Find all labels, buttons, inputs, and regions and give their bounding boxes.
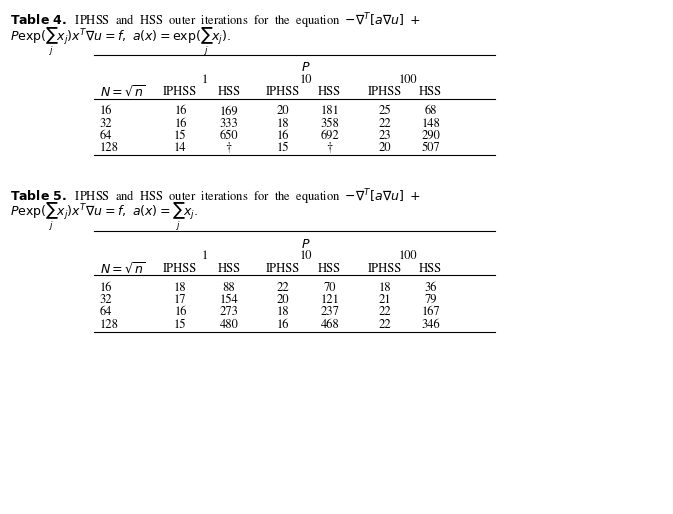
Text: 18: 18 bbox=[379, 282, 391, 293]
Text: 100: 100 bbox=[398, 75, 417, 86]
Text: 16: 16 bbox=[174, 307, 186, 318]
Text: 100: 100 bbox=[398, 251, 417, 262]
Text: 36: 36 bbox=[425, 282, 437, 293]
Text: 22: 22 bbox=[277, 282, 289, 293]
Text: HSS: HSS bbox=[217, 87, 240, 98]
Text: 290: 290 bbox=[421, 130, 440, 141]
Text: 167: 167 bbox=[421, 307, 440, 318]
Text: HSS: HSS bbox=[419, 87, 442, 98]
Text: 16: 16 bbox=[174, 106, 186, 117]
Text: 20: 20 bbox=[277, 295, 289, 306]
Text: 128: 128 bbox=[100, 319, 118, 331]
Text: †: † bbox=[326, 142, 333, 154]
Text: 128: 128 bbox=[100, 142, 118, 154]
Text: IPHSS: IPHSS bbox=[164, 263, 197, 274]
Text: 650: 650 bbox=[219, 130, 238, 141]
Text: 507: 507 bbox=[421, 142, 440, 154]
Text: 10: 10 bbox=[300, 75, 312, 86]
Text: $P$: $P$ bbox=[301, 61, 310, 75]
Text: 22: 22 bbox=[379, 319, 391, 331]
Text: 16: 16 bbox=[277, 130, 289, 141]
Text: 32: 32 bbox=[100, 118, 112, 130]
Text: 237: 237 bbox=[320, 307, 339, 318]
Text: HSS: HSS bbox=[318, 263, 341, 274]
Text: $N = \sqrt{n}$: $N = \sqrt{n}$ bbox=[100, 261, 145, 277]
Text: IPHSS: IPHSS bbox=[266, 87, 299, 98]
Text: $P$: $P$ bbox=[301, 237, 310, 251]
Text: 88: 88 bbox=[223, 282, 235, 293]
Text: 79: 79 bbox=[425, 295, 437, 306]
Text: 121: 121 bbox=[320, 295, 339, 306]
Text: 22: 22 bbox=[379, 307, 391, 318]
Text: IPHSS: IPHSS bbox=[164, 87, 197, 98]
Text: 346: 346 bbox=[421, 319, 440, 331]
Text: 64: 64 bbox=[100, 130, 112, 141]
Text: 23: 23 bbox=[379, 130, 391, 141]
Text: HSS: HSS bbox=[318, 87, 341, 98]
Text: †: † bbox=[225, 142, 232, 154]
Text: $\mathbf{Table\ 5.}$  IPHSS  and  HSS  outer  iterations  for  the  equation  $-: $\mathbf{Table\ 5.}$ IPHSS and HSS outer… bbox=[10, 187, 421, 207]
Text: 70: 70 bbox=[324, 282, 336, 293]
Text: $\mathbf{Table\ 4.}$  IPHSS  and  HSS  outer  iterations  for  the  equation  $-: $\mathbf{Table\ 4.}$ IPHSS and HSS outer… bbox=[10, 11, 421, 31]
Text: 480: 480 bbox=[219, 319, 238, 331]
Text: $P\exp(\sum_j x_j)x^T\nabla u = f,\ a(x) = \exp(\sum_j x_j).$: $P\exp(\sum_j x_j)x^T\nabla u = f,\ a(x)… bbox=[10, 26, 232, 58]
Text: 15: 15 bbox=[174, 130, 186, 141]
Text: 16: 16 bbox=[174, 118, 186, 130]
Text: IPHSS: IPHSS bbox=[266, 263, 299, 274]
Text: 148: 148 bbox=[421, 118, 440, 130]
Text: 18: 18 bbox=[277, 307, 289, 318]
Text: 20: 20 bbox=[277, 106, 289, 117]
Text: 273: 273 bbox=[219, 307, 238, 318]
Text: 18: 18 bbox=[277, 118, 289, 130]
Text: $N = \sqrt{n}$: $N = \sqrt{n}$ bbox=[100, 85, 145, 100]
Text: 20: 20 bbox=[379, 142, 391, 154]
Text: 468: 468 bbox=[320, 319, 339, 331]
Text: 181: 181 bbox=[320, 106, 339, 117]
Text: 21: 21 bbox=[379, 295, 391, 306]
Text: 16: 16 bbox=[100, 282, 112, 293]
Text: 692: 692 bbox=[320, 130, 339, 141]
Text: 68: 68 bbox=[425, 106, 437, 117]
Text: 358: 358 bbox=[320, 118, 339, 130]
Text: 1: 1 bbox=[201, 251, 208, 262]
Text: $P\exp(\sum_j x_j)x^T\nabla u = f,\ a(x) = \sum_j x_j.$: $P\exp(\sum_j x_j)x^T\nabla u = f,\ a(x)… bbox=[10, 201, 199, 233]
Text: 10: 10 bbox=[300, 251, 312, 262]
Text: 1: 1 bbox=[201, 75, 208, 86]
Text: 14: 14 bbox=[174, 142, 186, 154]
Text: 169: 169 bbox=[219, 106, 238, 117]
Text: IPHSS: IPHSS bbox=[368, 263, 402, 274]
Text: HSS: HSS bbox=[419, 263, 442, 274]
Text: HSS: HSS bbox=[217, 263, 240, 274]
Text: 15: 15 bbox=[174, 319, 186, 331]
Text: 17: 17 bbox=[174, 295, 186, 306]
Text: 16: 16 bbox=[277, 319, 289, 331]
Text: 25: 25 bbox=[379, 106, 391, 117]
Text: 64: 64 bbox=[100, 307, 112, 318]
Text: 22: 22 bbox=[379, 118, 391, 130]
Text: 15: 15 bbox=[277, 142, 289, 154]
Text: 16: 16 bbox=[100, 106, 112, 117]
Text: 18: 18 bbox=[174, 282, 186, 293]
Text: 32: 32 bbox=[100, 295, 112, 306]
Text: 154: 154 bbox=[219, 295, 238, 306]
Text: 333: 333 bbox=[219, 118, 238, 130]
Text: IPHSS: IPHSS bbox=[368, 87, 402, 98]
